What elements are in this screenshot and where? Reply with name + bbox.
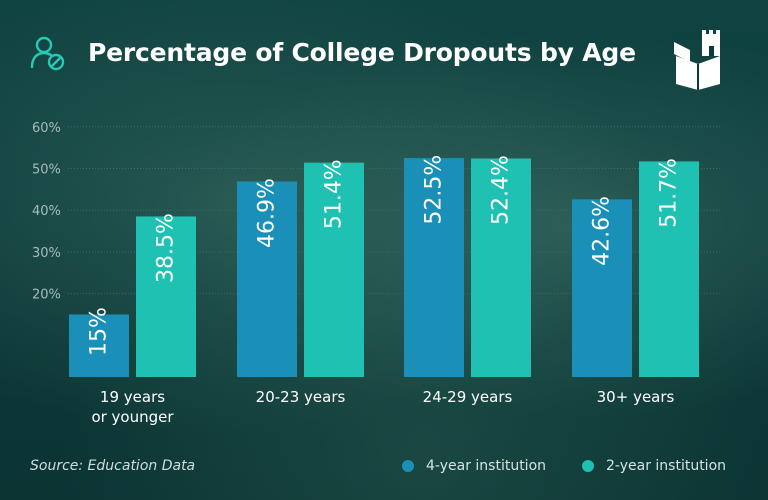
bar-4yr <box>404 158 464 377</box>
legend-swatch-2yr <box>582 460 594 472</box>
legend-label-4yr: 4-year institution <box>426 458 547 474</box>
bar-value-label: 42.6% <box>590 196 615 266</box>
y-tick-label: 20% <box>32 288 61 303</box>
x-category-label: 30+ years <box>597 388 675 406</box>
y-tick-label: 60% <box>32 121 61 136</box>
bar-4yr <box>572 199 632 377</box>
y-tick-label: 40% <box>32 204 61 219</box>
legend-swatch-4yr <box>402 460 414 472</box>
user-stats-icon <box>30 36 65 71</box>
x-category-label: 19 years or younger <box>91 388 174 426</box>
y-tick-label: 50% <box>32 163 61 178</box>
bar-4yr <box>69 314 129 377</box>
source-note: Source: Education Data <box>30 458 196 474</box>
legend-label-2yr: 2-year institution <box>606 458 727 474</box>
bar-value-label: 15% <box>87 307 112 356</box>
bar-value-label: 51.4% <box>322 159 347 229</box>
y-tick-label: 30% <box>32 246 61 261</box>
legend-item-2yr: 2-year institution <box>582 458 726 474</box>
bar-2yr <box>136 216 196 377</box>
open-book-castle-logo <box>674 30 720 90</box>
bar-2yr <box>471 158 531 377</box>
bar-value-label: 38.5% <box>154 213 179 283</box>
bar-value-label: 51.7% <box>657 158 682 228</box>
x-category-label: 24-29 years <box>423 388 513 406</box>
bar-value-label: 46.9% <box>255 178 280 248</box>
x-category-label: 20-23 years <box>256 388 346 406</box>
bar-value-label: 52.4% <box>489 155 514 225</box>
bar-2yr <box>639 161 699 377</box>
legend-item-4yr: 4-year institution <box>402 458 546 474</box>
bar-2yr <box>304 162 364 377</box>
chart-title: Percentage of College Dropouts by Age <box>88 38 636 67</box>
bar-4yr <box>237 181 297 377</box>
bar-value-label: 52.5% <box>422 155 447 225</box>
